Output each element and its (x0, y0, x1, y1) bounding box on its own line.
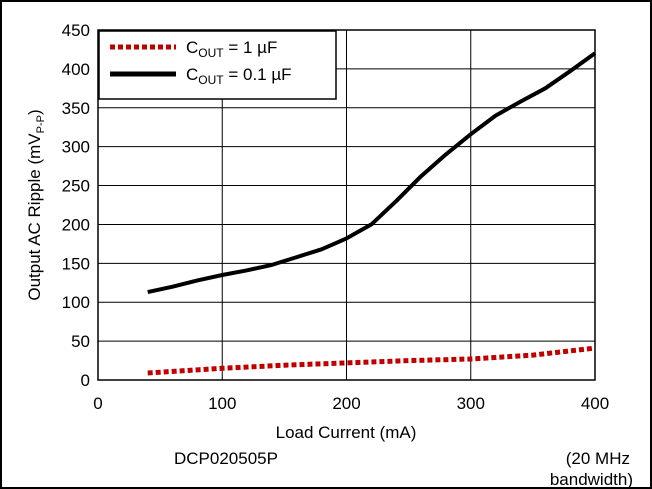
legend-label-series-2: COUT = 0.1 µF (186, 65, 292, 87)
series-line-2 (147, 51, 597, 295)
bandwidth-footnote-line2: bandwidth) (550, 470, 633, 489)
bandwidth-footnote-line1: (20 MHz (566, 449, 630, 468)
x-tick-label: 200 (332, 394, 360, 413)
y-tick-label: 400 (62, 60, 90, 79)
y-tick-label: 300 (62, 138, 90, 157)
y-axis-label-close: ) (25, 109, 44, 115)
y-tick-label: 450 (62, 21, 90, 40)
y-tick-label: 200 (62, 215, 90, 234)
y-tick-labels: 0 50 100 150 200 250 300 350 400 450 (62, 21, 90, 390)
y-tick-label: 350 (62, 99, 90, 118)
x-tick-label: 400 (581, 394, 609, 413)
x-tick-labels: 0 100 200 300 400 (93, 394, 609, 413)
legend: COUT = 1 µF COUT = 0.1 µF (98, 30, 337, 100)
x-tick-label: 100 (208, 394, 236, 413)
legend-label-series-1: COUT = 1 µF (186, 38, 277, 60)
y-tick-label: 150 (62, 254, 90, 273)
y-tick-label: 0 (81, 371, 90, 390)
y-axis-label-main: Output AC Ripple (mV (25, 133, 44, 301)
x-axis-label: Load Current (mA) (276, 423, 417, 442)
y-axis-label-sub: P-P (35, 115, 47, 133)
series-line-1 (147, 345, 596, 376)
plot-area-border (97, 29, 596, 381)
series-layer (147, 51, 597, 376)
y-tick-label: 100 (62, 293, 90, 312)
legend-box (98, 30, 337, 100)
device-footnote: DCP020505P (174, 449, 278, 468)
y-tick-label: 50 (71, 332, 90, 351)
y-tick-label: 250 (62, 177, 90, 196)
x-tick-label: 0 (93, 394, 102, 413)
y-axis-label: Output AC Ripple (mVP-P) (25, 109, 47, 300)
x-tick-label: 300 (457, 394, 485, 413)
